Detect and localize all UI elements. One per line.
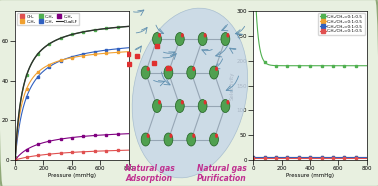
Circle shape <box>187 133 196 146</box>
Circle shape <box>209 66 218 79</box>
Circle shape <box>164 133 173 146</box>
Circle shape <box>141 66 150 79</box>
Text: Natural gas
Purification: Natural gas Purification <box>197 164 246 183</box>
Circle shape <box>164 66 173 79</box>
Text: Natural gas
Adsorption: Natural gas Adsorption <box>124 164 174 183</box>
Circle shape <box>204 100 207 105</box>
Circle shape <box>209 133 218 146</box>
Legend: CH₄, C₂H₂, C₂H₄, C₂H₆, C₃H₈, DualLF: CH₄, C₂H₂, C₂H₄, C₂H₆, C₃H₈, DualLF <box>17 13 79 25</box>
Circle shape <box>147 67 150 71</box>
Y-axis label: Selectivity: Selectivity <box>230 71 235 100</box>
Circle shape <box>181 100 184 105</box>
Circle shape <box>141 133 150 146</box>
Circle shape <box>153 100 161 113</box>
Circle shape <box>226 33 229 38</box>
Circle shape <box>204 33 207 38</box>
Circle shape <box>158 100 161 105</box>
Circle shape <box>175 33 184 46</box>
Circle shape <box>147 134 150 138</box>
Circle shape <box>169 134 172 138</box>
Circle shape <box>169 67 172 71</box>
Circle shape <box>192 134 195 138</box>
Circle shape <box>226 100 229 105</box>
Circle shape <box>175 100 184 113</box>
Circle shape <box>198 100 207 113</box>
Circle shape <box>181 33 184 38</box>
Ellipse shape <box>132 8 248 178</box>
Legend: C₃H₈/CH₄=0:1:0.5, C₂H₆/CH₄=0:1:0.5, C₂H₄/CH₄=0:1:0.5, C₂H₂/CH₄=0:1:0.5: C₃H₈/CH₄=0:1:0.5, C₂H₆/CH₄=0:1:0.5, C₂H₄… <box>318 13 364 35</box>
Circle shape <box>187 66 196 79</box>
Circle shape <box>192 67 195 71</box>
Circle shape <box>215 67 218 71</box>
Circle shape <box>221 100 230 113</box>
Circle shape <box>215 134 218 138</box>
Circle shape <box>153 33 161 46</box>
X-axis label: Pressure (mmHg): Pressure (mmHg) <box>48 173 96 178</box>
Circle shape <box>158 33 161 38</box>
X-axis label: Pressure (mmHg): Pressure (mmHg) <box>286 173 334 178</box>
Circle shape <box>198 33 207 46</box>
Circle shape <box>221 33 230 46</box>
